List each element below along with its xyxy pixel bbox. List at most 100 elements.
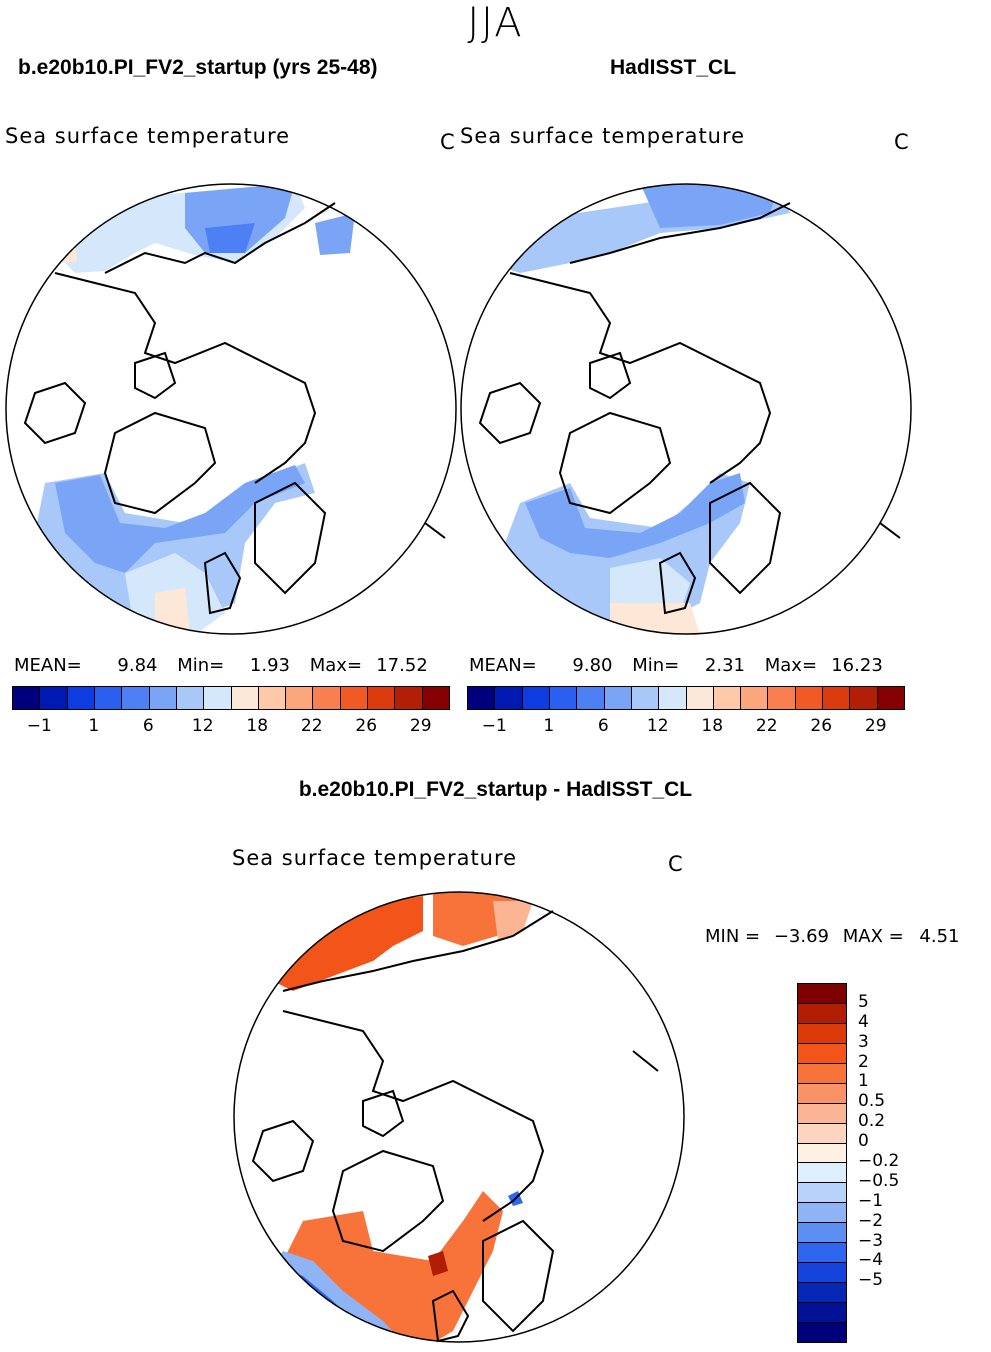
panel1-colorbar-ticks: −1 1 6 12 18 22 26 29: [12, 716, 448, 738]
colorbar-tick-label: 1: [858, 1071, 869, 1092]
colorbar-tick-label: −4: [858, 1250, 884, 1271]
colorbar-swatch: [94, 687, 123, 709]
colorbar-swatch: [877, 687, 904, 709]
panel1-case-title: b.e20b10.PI_FV2_startup (yrs 25-48): [18, 56, 378, 79]
panel1-mean-value: 9.84: [117, 655, 158, 676]
colorbar-swatch: [798, 1183, 846, 1204]
diff-colorbar: [797, 983, 847, 1343]
colorbar-swatch: [522, 687, 550, 709]
colorbar-tick-label: 3: [858, 1031, 869, 1052]
diff-title: b.e20b10.PI_FV2_startup - HadISST_CL: [298, 778, 693, 801]
panel2-max-label: Max=: [764, 655, 818, 676]
panel1-colorbar: [12, 686, 450, 710]
colorbar-tick-label: −1: [481, 716, 507, 736]
diff-coastlines: [251, 910, 659, 1343]
panel2-units: C: [894, 130, 909, 154]
diff-variable-title: Sea surface temperature: [232, 846, 518, 870]
colorbar-swatch: [798, 1023, 846, 1044]
colorbar-swatch: [40, 687, 68, 709]
colorbar-swatch: [798, 1143, 846, 1164]
colorbar-swatch: [798, 1223, 846, 1244]
colorbar-swatch: [798, 1283, 846, 1303]
colorbar-tick-label: 6: [142, 716, 154, 736]
colorbar-swatch: [798, 1263, 846, 1284]
colorbar-tick-label: 12: [191, 716, 214, 736]
panel2-polar-map: [460, 183, 912, 635]
panel2-mean-value: 9.80: [572, 655, 613, 676]
colorbar-swatch: [340, 687, 369, 709]
colorbar-tick-label: 26: [810, 716, 833, 736]
diff-units: C: [668, 852, 683, 876]
panel1-stats: MEAN= 9.84 Min= 1.93 Max= 17.52: [14, 655, 428, 676]
colorbar-swatch: [798, 1063, 846, 1084]
colorbar-tick-label: 22: [300, 716, 323, 736]
diff-pacific-pale: [493, 901, 533, 941]
panel1-polar-map: [5, 183, 457, 635]
colorbar-swatch: [13, 687, 41, 709]
colorbar-tick-label: −3: [858, 1230, 884, 1251]
colorbar-swatch: [768, 687, 796, 709]
panel1-atlantic-sst-cold: [55, 465, 305, 573]
colorbar-swatch: [122, 687, 150, 709]
colorbar-swatch: [468, 687, 496, 709]
diff-pacific-warm: [273, 896, 423, 991]
panel1-variable-title: Sea surface temperature: [5, 124, 291, 148]
panel1-min-value: 1.93: [249, 655, 290, 676]
diff-max-label: MAX =: [842, 926, 904, 947]
colorbar-tick-label: 0.5: [858, 1091, 886, 1112]
panel1-atlantic-warm: [155, 588, 190, 634]
diff-min-label: MIN =: [705, 926, 761, 947]
colorbar-swatch: [795, 687, 824, 709]
colorbar-tick-label: 0.2: [858, 1111, 886, 1132]
colorbar-swatch: [798, 1243, 846, 1264]
panel1-max-label: Max=: [309, 655, 363, 676]
panel2-colorbar-ticks: −1 1 6 12 18 22 26 29: [467, 716, 903, 738]
colorbar-tick-label: 1: [88, 716, 100, 736]
colorbar-swatch: [313, 687, 341, 709]
diff-polar-map: [233, 891, 685, 1343]
colorbar-swatch: [604, 687, 632, 709]
panel1-units: C: [440, 130, 455, 154]
colorbar-tick-label: 29: [864, 716, 887, 736]
colorbar-tick-label: −1: [26, 716, 52, 736]
panel2-case-title: HadISST_CL: [610, 56, 737, 79]
panel1-coastlines: [23, 202, 446, 615]
colorbar-swatch: [422, 687, 449, 709]
colorbar-swatch: [798, 1163, 846, 1184]
colorbar-tick-label: 12: [646, 716, 669, 736]
colorbar-tick-label: −5: [858, 1270, 884, 1291]
colorbar-swatch: [549, 687, 578, 709]
colorbar-tick-label: 4: [858, 1011, 869, 1032]
panel2-max-value: 16.23: [831, 655, 883, 676]
colorbar-tick-label: −0.5: [858, 1170, 900, 1191]
colorbar-swatch: [798, 1103, 846, 1124]
panel1-pacific-sst-coldest: [205, 223, 255, 253]
colorbar-swatch: [231, 687, 259, 709]
colorbar-swatch: [176, 687, 205, 709]
colorbar-tick-label: −1: [858, 1190, 884, 1211]
colorbar-swatch: [713, 687, 742, 709]
colorbar-swatch: [67, 687, 95, 709]
panel2-colorbar: [467, 686, 905, 710]
colorbar-swatch: [395, 687, 423, 709]
colorbar-tick-label: −2: [858, 1210, 884, 1231]
colorbar-tick-label: 26: [355, 716, 378, 736]
colorbar-swatch: [741, 687, 769, 709]
panel2-mean-label: MEAN=: [469, 655, 537, 676]
colorbar-tick-label: 0: [858, 1131, 869, 1152]
panel1-bering-patch: [315, 213, 355, 255]
panel2-coastlines: [478, 202, 901, 615]
colorbar-swatch: [798, 1003, 846, 1024]
colorbar-tick-label: 22: [755, 716, 778, 736]
colorbar-swatch: [368, 687, 396, 709]
colorbar-swatch: [204, 687, 232, 709]
panel1-min-label: Min=: [177, 655, 225, 676]
colorbar-swatch: [798, 1322, 846, 1342]
diff-max-value: 4.51: [919, 926, 960, 947]
colorbar-swatch: [798, 1043, 846, 1064]
colorbar-tick-label: 5: [858, 991, 869, 1012]
colorbar-tick-label: −0.2: [858, 1151, 900, 1171]
colorbar-swatch: [823, 687, 851, 709]
colorbar-swatch: [286, 687, 314, 709]
colorbar-tick-label: 2: [858, 1051, 869, 1072]
